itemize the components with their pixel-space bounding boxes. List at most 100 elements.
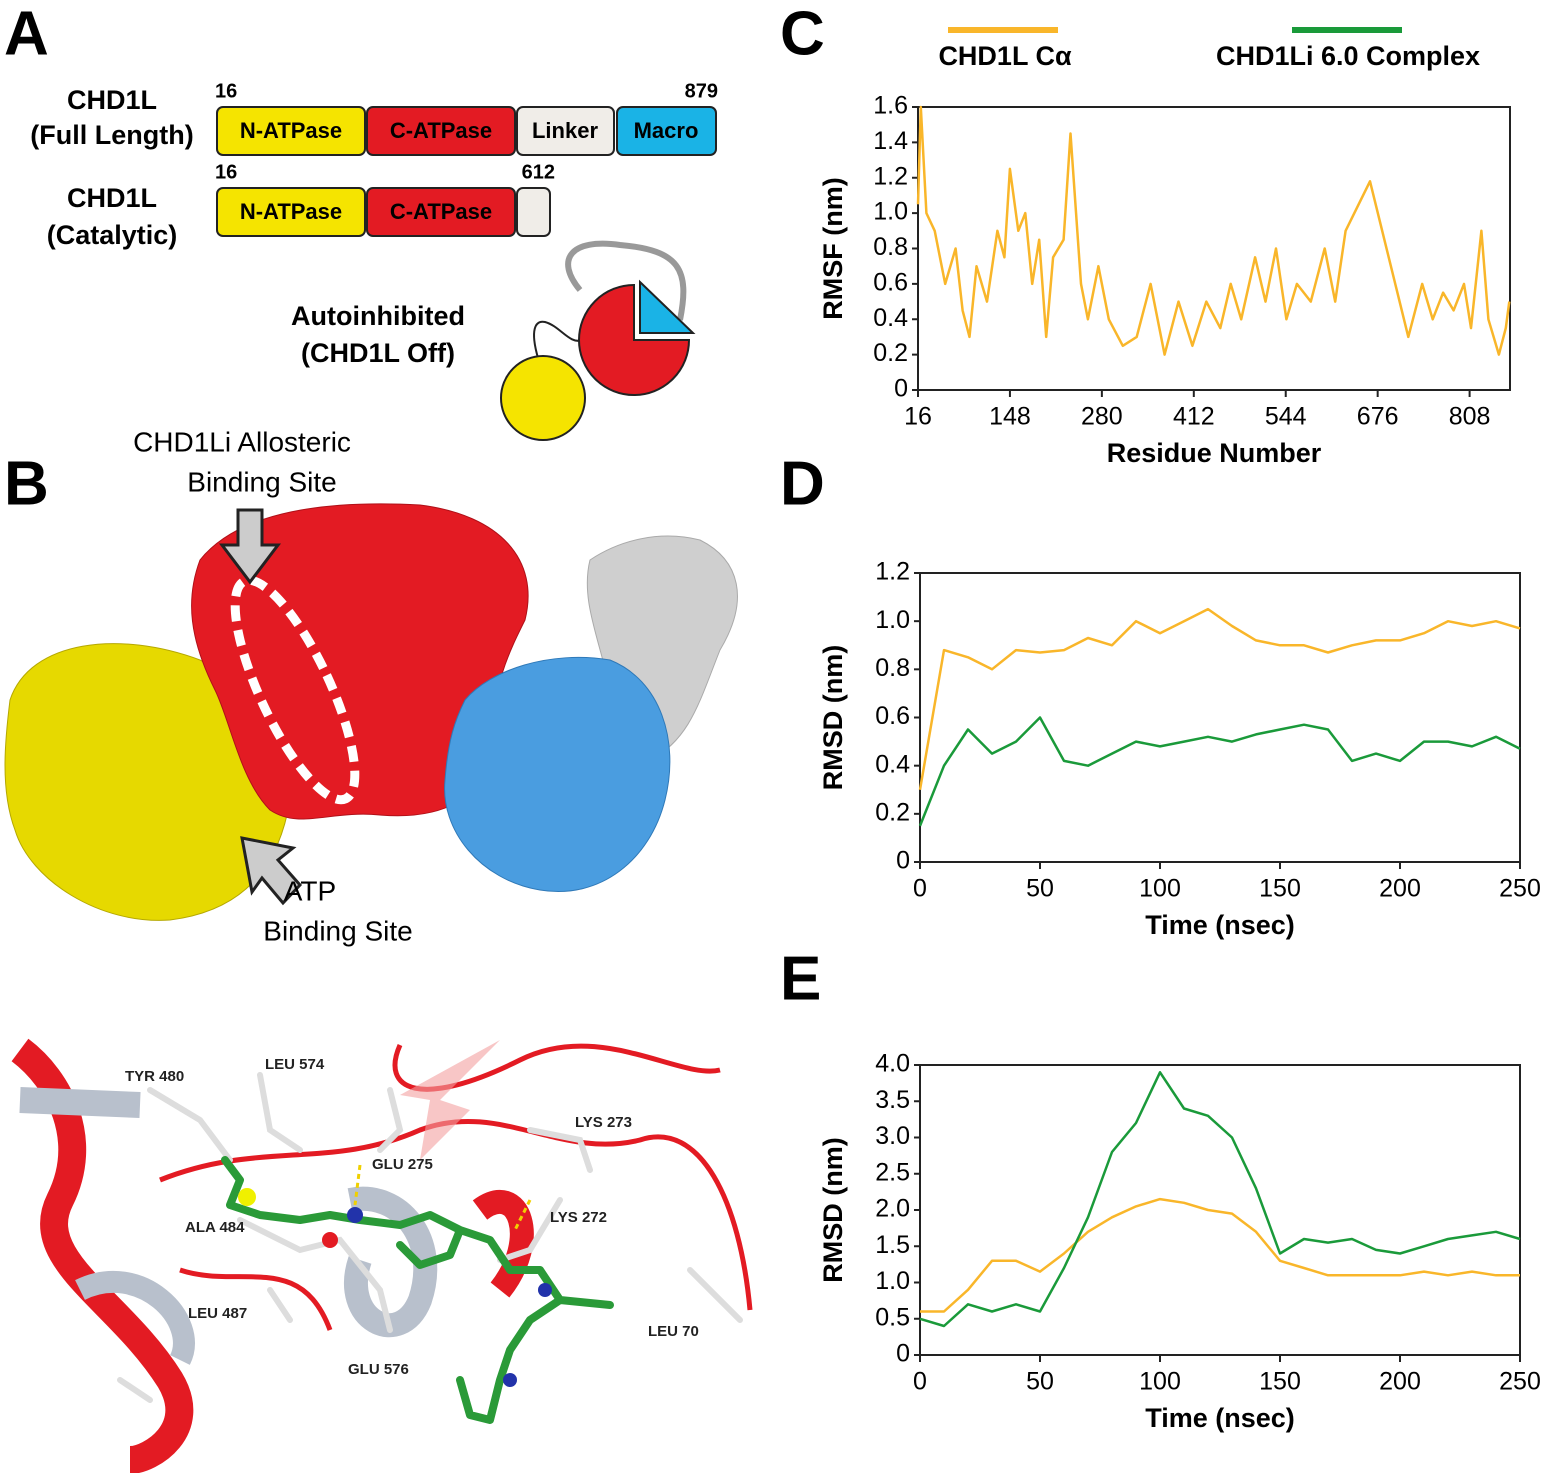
x-axis-label: Time (nsec) (1145, 910, 1295, 940)
series-line (918, 607, 1521, 791)
start-residue: 16 (215, 161, 237, 183)
construct-subtitle: (Catalytic) (47, 220, 178, 250)
residue-label: LYS 272 (550, 1209, 607, 1226)
y-tick-label: 1.2 (873, 162, 908, 190)
x-axis-label: Time (nsec) (1145, 1403, 1295, 1433)
x-tick-label: 100 (1139, 875, 1181, 903)
domain-box (516, 187, 551, 237)
y-tick-label: 1.4 (873, 127, 908, 155)
coil (159, 1118, 753, 1311)
panel-label: A (4, 0, 49, 68)
helix-ribbon (344, 1186, 438, 1338)
annotation: Binding Site (263, 915, 412, 946)
y-tick-label: 4.0 (875, 1050, 910, 1078)
linker-loop (565, 240, 687, 321)
y-tick-label: 0.6 (875, 702, 910, 730)
x-tick-label: 250 (1499, 1368, 1541, 1396)
residue-label: LYS 273 (575, 1114, 632, 1131)
plot-frame (917, 106, 1511, 391)
helix-ribbon (472, 1190, 534, 1298)
legend-label: CHD1Li 6.0 Complex (1216, 41, 1480, 71)
atom (538, 1283, 552, 1297)
arrow (240, 836, 303, 906)
x-tick-label: 676 (1357, 403, 1399, 431)
panel-label: B (4, 449, 49, 518)
y-tick-label: 1.5 (875, 1231, 910, 1259)
helix-ribbon (75, 1270, 195, 1365)
residue-label: LEU 574 (265, 1056, 325, 1073)
strand (400, 1040, 500, 1160)
series-line (919, 1071, 1521, 1328)
residue-label: TYR 480 (125, 1068, 184, 1085)
y-tick-label: 0.5 (875, 1303, 910, 1331)
state-label: (CHD1L Off) (301, 338, 455, 368)
helix-ribbon (19, 1087, 141, 1118)
docking-view: TYR 480 LEU 574 LYS 273 GLU 275 LYS 272 … (11, 1038, 753, 1473)
domain-box (616, 106, 717, 156)
domain-box (366, 187, 516, 237)
y-axis-label: RMSD (nm) (818, 645, 848, 790)
x-tick-label: 148 (989, 403, 1031, 431)
protein-surface (444, 656, 671, 892)
x-tick-label: 16 (904, 403, 932, 431)
y-tick-label: 1.2 (875, 558, 910, 586)
y-axis-label: RMSF (nm) (818, 177, 848, 319)
x-tick-label: 0 (913, 875, 927, 903)
residue-label: LEU 487 (188, 1305, 247, 1322)
x-tick-label: 0 (913, 1368, 927, 1396)
arrow (218, 508, 282, 585)
residue-label: LEU 70 (648, 1323, 699, 1340)
y-axis-label: RMSD (nm) (818, 1137, 848, 1282)
x-tick-label: 100 (1139, 1368, 1181, 1396)
end-residue: 612 (522, 161, 555, 183)
domain-box (516, 106, 615, 156)
domain-box (216, 106, 366, 156)
domain-label: N-ATPase (240, 118, 342, 143)
annotation: CHD1Li Allosteric (133, 426, 351, 457)
domain-label: N-ATPase (240, 199, 342, 224)
x-tick-label: 280 (1081, 403, 1123, 431)
residue-label: GLU 275 (372, 1156, 433, 1173)
y-tick-label: 0.2 (875, 798, 910, 826)
y-tick-label: 0.8 (873, 233, 908, 261)
y-tick-label: 1.0 (875, 606, 910, 634)
binding-site-outline (230, 575, 360, 805)
domain-box (216, 187, 366, 237)
helix-ribbon (11, 1038, 194, 1473)
x-tick-label: 200 (1379, 875, 1421, 903)
side-chain (117, 1072, 743, 1403)
y-tick-label: 2.5 (875, 1158, 910, 1186)
panel-label: C (780, 0, 825, 68)
y-tick-label: 3.0 (875, 1122, 910, 1150)
x-tick-label: 544 (1265, 403, 1307, 431)
plot-frame (919, 1064, 1521, 1356)
end-residue: 879 (685, 80, 718, 102)
series-line (916, 105, 1511, 356)
x-tick-label: 150 (1259, 1368, 1301, 1396)
annotation: ATP (284, 875, 336, 906)
coil (179, 1267, 333, 1331)
coil (392, 1043, 721, 1092)
h-bond (353, 1164, 532, 1231)
series-line (918, 716, 1521, 827)
x-tick-label: 150 (1259, 875, 1301, 903)
x-tick-label: 200 (1379, 1368, 1421, 1396)
y-tick-label: 0.4 (875, 750, 910, 778)
x-tick-label: 50 (1026, 1368, 1054, 1396)
domain-box (366, 106, 516, 156)
legend-label: CHD1L Cα (938, 41, 1072, 71)
y-tick-label: 1.0 (873, 198, 908, 226)
y-tick-label: 1.6 (873, 92, 908, 120)
panel-label: E (780, 944, 821, 1013)
panel-label: D (780, 449, 825, 518)
y-tick-label: 0 (896, 847, 910, 875)
y-tick-label: 0 (896, 1340, 910, 1368)
state-label: Autoinhibited (291, 301, 465, 331)
residue-label: ALA 484 (185, 1219, 245, 1236)
y-tick-label: 3.5 (875, 1086, 910, 1114)
atom (347, 1207, 363, 1223)
domain-label: Linker (532, 118, 598, 143)
domain-circle (500, 355, 586, 441)
residue-label: GLU 576 (348, 1361, 409, 1378)
atom (322, 1232, 338, 1248)
